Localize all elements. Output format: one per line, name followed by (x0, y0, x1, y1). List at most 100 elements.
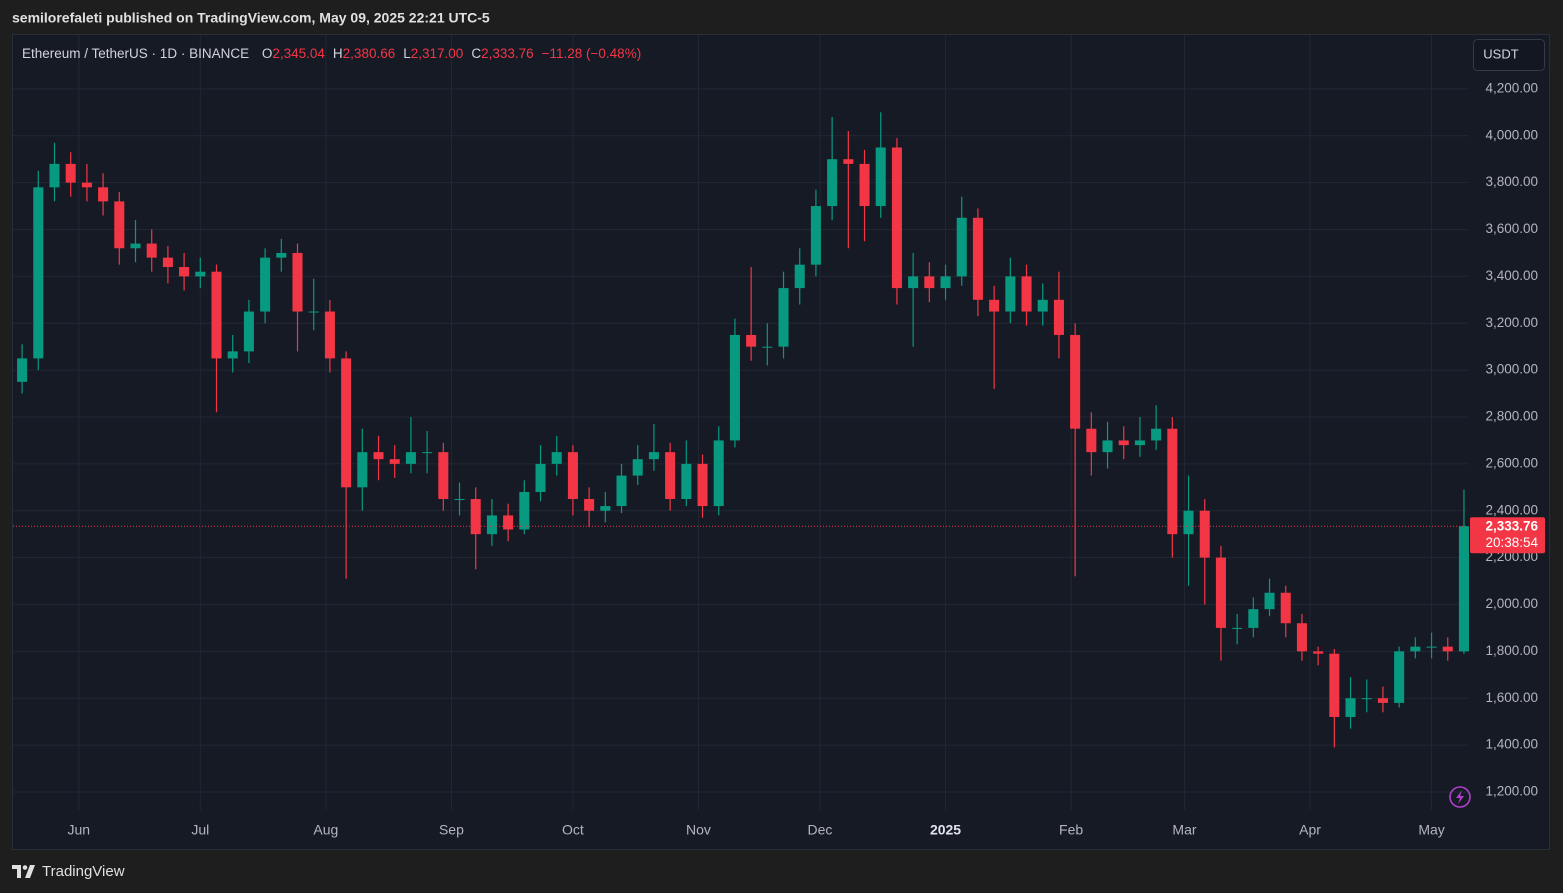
candle-body (1361, 698, 1372, 700)
candle-body (794, 264, 805, 289)
candle-body (114, 201, 125, 249)
candle-body (389, 459, 400, 464)
logo (12, 865, 35, 878)
legend: Ethereum / TetherUS · 1D · BINANCE O2,34… (22, 46, 641, 61)
logo-mark (12, 865, 21, 878)
x-tick-label: Aug (313, 822, 338, 838)
currency-button[interactable] (1473, 39, 1545, 71)
candle-body (859, 163, 870, 207)
x-tick-label: Nov (686, 822, 711, 838)
header: semilorefaleti published on TradingView.… (12, 10, 490, 26)
y-tick-label: 3,000.00 (1485, 362, 1538, 377)
candle-body (243, 311, 254, 352)
x-tick-label: 2025 (930, 822, 961, 838)
candle-body (1005, 276, 1016, 312)
y-tick-label: 4,000.00 (1485, 127, 1538, 142)
candle-body (1086, 428, 1097, 453)
candle-body (146, 243, 157, 258)
candle-body (1199, 510, 1210, 558)
candle-body (810, 206, 821, 265)
candle-body (648, 452, 659, 460)
candle-body (1151, 428, 1162, 441)
chart-panel (12, 34, 1550, 850)
candle-body (827, 159, 838, 207)
candle-body (438, 452, 449, 500)
price-badge-value: 2,333.76 (1485, 518, 1538, 533)
candle-body (891, 147, 902, 289)
candle-body (49, 163, 60, 188)
x-tick-label: Jun (68, 822, 91, 838)
candle-body (1134, 440, 1145, 446)
candle-body (1232, 627, 1243, 629)
candle-body (1037, 299, 1048, 312)
candle-body (908, 276, 919, 289)
y-tick-label: 1,400.00 (1485, 737, 1538, 752)
candle-body (1313, 651, 1324, 654)
candle-body (746, 334, 757, 347)
candle-body (162, 257, 173, 268)
ohlc-value: 2,345.04 (272, 46, 325, 61)
y-tick-label: 3,400.00 (1485, 268, 1538, 283)
y-tick-label: 3,600.00 (1485, 221, 1538, 236)
candle-body (422, 452, 433, 454)
alert-icon[interactable] (1449, 786, 1471, 808)
currency[interactable]: USDT (1483, 46, 1518, 61)
candle-body (1280, 592, 1291, 624)
candle-body (292, 252, 303, 312)
candle-body (211, 271, 222, 359)
candle-body (1118, 440, 1129, 446)
candle-body (875, 147, 886, 207)
x-tick-label: Dec (808, 822, 833, 838)
candle-body (924, 276, 935, 289)
candle-body (195, 271, 206, 277)
x-tick-label: Jul (191, 822, 209, 838)
ohlc-key: O (262, 46, 273, 61)
candle-body (130, 243, 141, 249)
candle-body (341, 358, 352, 488)
change: −11.28 (−0.48%) (542, 46, 642, 61)
candle-body (276, 252, 287, 258)
candle-body (1021, 276, 1032, 312)
y-tick-label: 2,800.00 (1485, 409, 1538, 424)
candle-body (357, 452, 368, 488)
candle-body (551, 452, 562, 464)
symbol: Ethereum / TetherUS · 1D · BINANCE (22, 46, 249, 61)
ohlc-value: 2,380.66 (343, 46, 396, 61)
candle-body (1264, 592, 1275, 610)
candle-body (681, 463, 692, 500)
ohlc-key: C (471, 46, 481, 61)
candle-body (308, 311, 319, 313)
x-tick-label: Mar (1172, 822, 1196, 838)
candle-body (665, 452, 676, 500)
countdown: 20:38:54 (1485, 535, 1538, 550)
alert-bolt (1456, 790, 1464, 804)
candle-body (33, 187, 44, 359)
candle-body (1345, 698, 1356, 717)
logo-dot (22, 865, 28, 870)
y-tick-label: 3,200.00 (1485, 315, 1538, 330)
y-tick-label: 3,800.00 (1485, 174, 1538, 189)
ohlc-value: 2,333.76 (481, 46, 534, 61)
candle-body (1102, 440, 1113, 453)
x-tick-label: Oct (562, 822, 584, 838)
candle-body (260, 257, 271, 312)
candle-body (1410, 646, 1421, 652)
candle-body (535, 463, 546, 492)
ohlc-key: H (333, 46, 343, 61)
candle-body (989, 299, 1000, 312)
candle-body (470, 499, 481, 535)
candle-body (1458, 526, 1469, 652)
candle-body (843, 159, 854, 164)
logo-slash (25, 865, 35, 878)
candle-body (1394, 651, 1405, 703)
candle-body (567, 452, 578, 500)
candle-body (778, 288, 789, 347)
candle-body (632, 459, 643, 476)
candle-body (1442, 646, 1453, 652)
candle-body (1053, 299, 1064, 335)
candle-body (616, 475, 627, 507)
grid: 1,200.00 1,400.00 1,600.00 1,800.00 2,000.00… (13, 35, 1538, 838)
x-tick-label: Apr (1299, 822, 1321, 838)
